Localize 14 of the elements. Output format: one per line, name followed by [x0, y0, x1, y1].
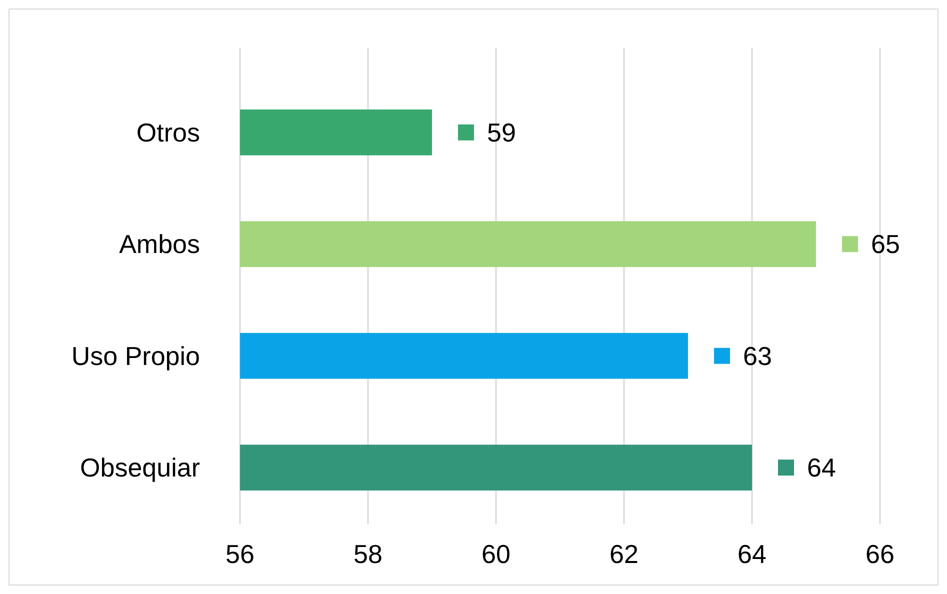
data-label: 63	[743, 340, 772, 371]
x-tick-label: 64	[738, 539, 766, 569]
y-tick-label: Otros	[136, 118, 200, 148]
y-tick-label: Obsequiar	[80, 452, 200, 483]
x-tick-label: 62	[610, 539, 638, 569]
x-tick-label: 66	[866, 539, 894, 569]
x-tick-label: 56	[226, 539, 254, 569]
data-label: 64	[807, 452, 836, 483]
x-tick-label: 58	[354, 539, 382, 569]
y-tick-label: Uso Propio	[71, 340, 200, 371]
y-tick-label: Ambos	[119, 229, 200, 260]
data-label: 59	[487, 118, 516, 148]
x-tick-label: 60	[482, 539, 510, 569]
data-label: 65	[871, 229, 900, 260]
